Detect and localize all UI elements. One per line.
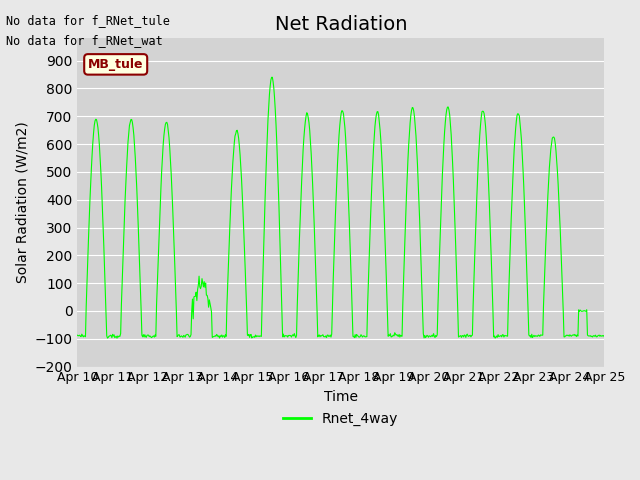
Y-axis label: Solar Radiation (W/m2): Solar Radiation (W/m2)	[15, 121, 29, 283]
Text: No data for f_RNet_wat: No data for f_RNet_wat	[6, 34, 163, 47]
X-axis label: Time: Time	[324, 390, 358, 404]
Text: MB_tule: MB_tule	[88, 58, 143, 71]
Title: Net Radiation: Net Radiation	[275, 15, 407, 34]
Text: No data for f_RNet_tule: No data for f_RNet_tule	[6, 14, 170, 27]
Legend: Rnet_4way: Rnet_4way	[278, 407, 404, 432]
